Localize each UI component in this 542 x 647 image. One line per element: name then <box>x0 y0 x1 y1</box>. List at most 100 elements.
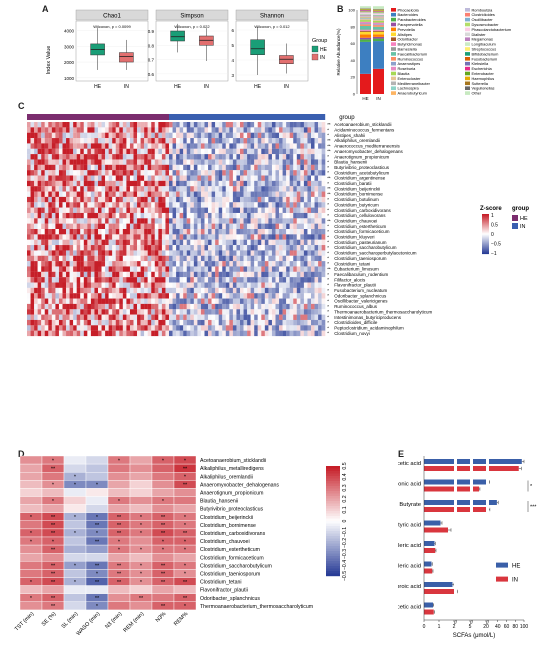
heatmap-cell <box>83 143 88 149</box>
heatmap-cell <box>169 314 173 321</box>
heatmap-cell <box>236 271 241 278</box>
row-label: Clostridium_bornimense <box>334 192 383 197</box>
heatmap-cell <box>271 212 276 219</box>
heatmap-cell <box>165 207 170 214</box>
heatmap-cell <box>115 229 120 235</box>
heatmap-cell <box>307 330 312 337</box>
heatmap-cell <box>27 261 31 267</box>
heatmap-cell <box>51 293 56 299</box>
heatmap-cell <box>271 303 276 310</box>
legend-swatch <box>465 47 470 51</box>
heatmap-cell <box>232 330 237 337</box>
heatmap-cell <box>137 207 141 214</box>
heatmap-cell <box>37 282 42 288</box>
heatmap-cell <box>169 196 173 203</box>
heatmap-cell <box>98 212 102 219</box>
heatmap-cell <box>271 287 276 294</box>
heatmap-cell <box>282 132 287 139</box>
heatmap-cell <box>147 175 152 181</box>
heatmap-cell <box>126 319 131 326</box>
row-label: Clostridium_novyi <box>334 331 370 336</box>
heatmap-cell <box>204 127 209 133</box>
heatmap-cell <box>172 143 177 149</box>
heatmap-cell <box>186 293 191 299</box>
x-tick-label: HE <box>94 84 102 90</box>
heatmap-cell <box>236 138 241 144</box>
heatmap-cell <box>94 175 99 181</box>
heatmap-cell <box>73 309 77 315</box>
heatmap-cell <box>172 223 177 230</box>
heatmap-cell <box>247 229 251 235</box>
heatmap-cell <box>37 271 42 278</box>
heatmap-cell <box>176 250 180 256</box>
heatmap-cell <box>87 325 91 331</box>
heatmap-cell <box>318 143 322 149</box>
heatmap-cell <box>186 218 191 224</box>
heatmap-cell <box>211 234 216 240</box>
heatmap-cell <box>275 303 280 310</box>
significance-mark: * <box>327 304 329 309</box>
colorbar-step <box>482 226 489 228</box>
heatmap-cell <box>293 138 297 144</box>
heatmap-cell <box>172 261 177 267</box>
heatmap-cell <box>176 148 180 155</box>
heatmap-cell <box>172 287 177 294</box>
heatmap-cell <box>271 191 276 197</box>
heatmap-cell <box>87 186 91 192</box>
heatmap-cell <box>183 277 187 283</box>
heatmap-cell <box>250 261 255 267</box>
significance-mark: * <box>327 159 329 164</box>
heatmap-cell <box>215 293 219 299</box>
heatmap-cell <box>30 234 35 240</box>
heatmap-cell <box>83 229 88 235</box>
heatmap-cell <box>62 159 67 165</box>
row-label: Blautia_hansenii <box>334 160 367 165</box>
heatmap-cell <box>275 229 280 235</box>
heatmap-cell <box>204 159 209 165</box>
heatmap-cell <box>44 245 49 251</box>
heatmap-cell <box>108 186 113 192</box>
stack-segment-anaerostipes <box>373 24 384 26</box>
heatmap-cell <box>240 180 244 187</box>
heatmap-cell <box>147 287 152 294</box>
colorbar-step <box>326 563 340 567</box>
legend-label: Faecalibacterium <box>398 51 428 56</box>
heatmap-cell <box>169 325 173 331</box>
heatmap-cell <box>286 170 290 176</box>
heatmap-cell <box>282 148 287 155</box>
heatmap-cell <box>55 287 60 294</box>
heatmap-cell <box>243 202 248 208</box>
colorbar-step <box>326 541 340 544</box>
heatmap-cell <box>66 229 70 235</box>
stack-segment-faecalibacterium <box>373 26 384 30</box>
heatmap-cell <box>318 202 322 208</box>
heatmap-cell <box>161 164 166 171</box>
heatmap-cell <box>98 196 102 203</box>
legend-swatch <box>391 42 396 46</box>
heatmap-cell <box>44 202 49 208</box>
axis-break-mark: // <box>486 620 489 626</box>
heatmap-cell <box>27 218 31 224</box>
heatmap-cell <box>108 229 113 235</box>
heatmap-cell <box>282 180 287 187</box>
heatmap-cell <box>44 239 49 246</box>
heatmap-cell <box>37 309 42 315</box>
heatmap-cell <box>48 293 52 299</box>
heatmap-cell <box>197 212 202 219</box>
heatmap-cell <box>204 330 209 337</box>
heatmap-cell <box>279 164 283 171</box>
heatmap-cell <box>73 159 77 165</box>
heatmap-cell <box>303 245 308 251</box>
significance-mark: * <box>327 309 329 314</box>
heatmap-cell <box>76 207 81 214</box>
heatmap-cell <box>41 148 45 155</box>
heatmap-cell <box>211 170 216 176</box>
heatmap-cell <box>179 122 184 128</box>
heatmap-cell <box>140 175 145 181</box>
group-bar-in <box>169 114 326 120</box>
heatmap-cell <box>243 180 248 187</box>
legend-label: Streptococcus <box>472 47 497 52</box>
heatmap-cell <box>183 148 187 155</box>
heatmap-cell <box>165 223 170 230</box>
heatmap-cell <box>73 261 77 267</box>
